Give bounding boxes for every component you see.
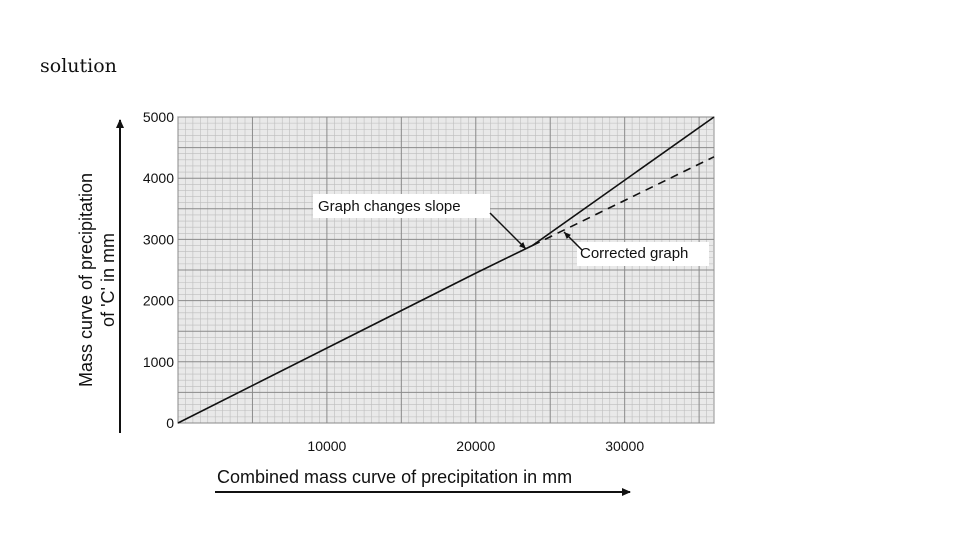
slide-heading: solution [40,55,117,77]
series-mass-curve-line [177,116,715,424]
annotation-corrected-graph: Corrected graph [580,245,688,262]
y-tick-label: 3000 [143,231,174,247]
y-tick-label: 0 [166,415,174,431]
series-layer [177,116,715,424]
y-tick-label: 4000 [143,170,174,186]
annotation-corrected-bg [577,242,709,266]
y-tick-label: 1000 [143,354,174,370]
x-tick-labels: 10000 20000 30000 [307,438,644,454]
x-tick-label: 20000 [456,438,495,454]
y-axis-title-line2: of 'C' in mm [98,233,118,327]
x-axis-title: Combined mass curve of precipitation in … [217,467,572,487]
grid-major [177,116,714,424]
annotation-corrected-arrow [563,231,583,251]
y-tick-labels: 0 1000 2000 3000 4000 5000 [143,109,174,431]
annotation-slope-arrow [489,212,527,250]
y-tick-label: 2000 [143,293,174,309]
y-axis-title-line1: Mass curve of precipitation [76,173,96,387]
series-corrected-graph-line [532,156,715,247]
x-tick-label: 10000 [307,438,346,454]
y-tick-label: 5000 [143,109,174,125]
annotation-slope-bg [313,194,490,218]
annotation-slope-change: Graph changes slope [318,198,461,215]
x-tick-label: 30000 [605,438,644,454]
